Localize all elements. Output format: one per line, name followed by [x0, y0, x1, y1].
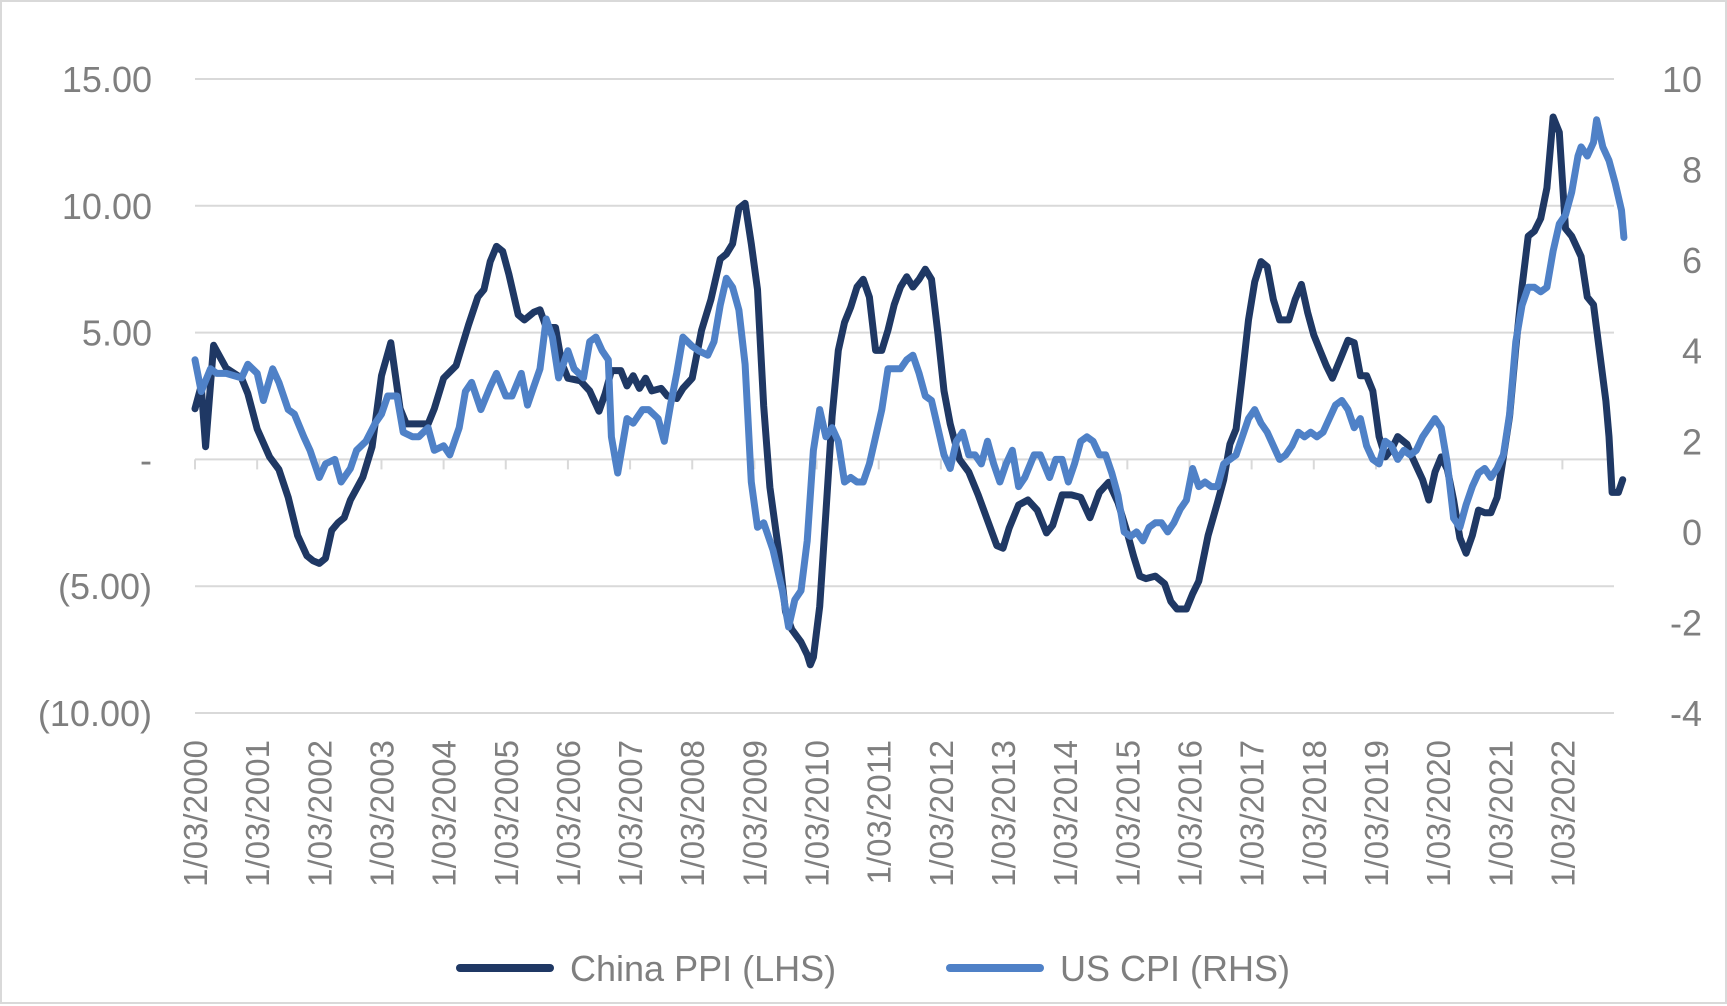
- x-tick-label: 1/03/2011: [861, 740, 898, 884]
- y-right-tick-label: 4: [1682, 331, 1702, 372]
- x-tick-label: 1/03/2020: [1420, 740, 1457, 887]
- y-right-tick-label: -2: [1670, 602, 1702, 643]
- y-right-tick-label: 0: [1682, 512, 1702, 553]
- y-right-tick-label: 2: [1682, 421, 1702, 462]
- x-tick-label: 1/03/2010: [799, 740, 836, 887]
- gridlines: [195, 78, 1614, 714]
- x-tick-label: 1/03/2015: [1109, 740, 1146, 887]
- x-tick-label: 1/03/2017: [1234, 740, 1271, 887]
- x-tick-label: 1/03/2004: [426, 740, 463, 887]
- x-tick-label: 1/03/2012: [923, 740, 960, 887]
- us-cpi-line: [191, 116, 1628, 631]
- y-left-tick-label: -: [140, 439, 152, 480]
- x-tick-label: 1/03/2007: [612, 740, 649, 887]
- y-right-tick-label: -4: [1670, 693, 1702, 734]
- x-tick-label: 1/03/2006: [550, 740, 587, 887]
- y-left-tick-label: 10.00: [62, 186, 152, 227]
- x-tick-label: 1/03/2021: [1482, 740, 1519, 887]
- x-tick-label: 1/03/2009: [736, 740, 773, 887]
- y-right-tick-label: 10: [1662, 59, 1702, 100]
- x-tick-label: 1/03/2000: [177, 740, 214, 887]
- x-tick-label: 1/03/2001: [239, 740, 276, 887]
- x-tick-label: 1/03/2008: [674, 740, 711, 887]
- x-tick-label: 1/03/2014: [1047, 740, 1084, 887]
- x-tick-label: 1/03/2002: [301, 740, 338, 887]
- china-ppi-line: [191, 113, 1627, 669]
- legend-label: US CPI (RHS): [1060, 948, 1290, 989]
- y-left-tick-label: (5.00): [58, 566, 152, 607]
- y-left-tick-label: 15.00: [62, 59, 152, 100]
- x-tick-label: 1/03/2022: [1544, 740, 1581, 887]
- x-tick-label: 1/03/2018: [1296, 740, 1333, 887]
- legend: China PPI (LHS) US CPI (RHS): [456, 948, 1290, 989]
- x-tick-label: 1/03/2013: [985, 740, 1022, 887]
- y-left-tick-label: (10.00): [38, 693, 152, 734]
- axes: 15.00 10.00 5.00 - (5.00) (10.00) 10 8 6 4 2 0 -2 -4 1…: [38, 59, 1702, 887]
- x-tick-label: 1/03/2019: [1358, 740, 1395, 887]
- x-tick-label: 1/03/2003: [363, 740, 400, 887]
- y-left-tick-label: 5.00: [82, 313, 152, 354]
- series-lines: [191, 113, 1628, 669]
- y-right-tick-label: 6: [1682, 240, 1702, 281]
- x-tick-label: 1/03/2005: [488, 740, 525, 887]
- x-tick-label: 1/03/2016: [1171, 740, 1208, 887]
- y-right-tick-label: 8: [1682, 150, 1702, 191]
- legend-label: China PPI (LHS): [570, 948, 836, 989]
